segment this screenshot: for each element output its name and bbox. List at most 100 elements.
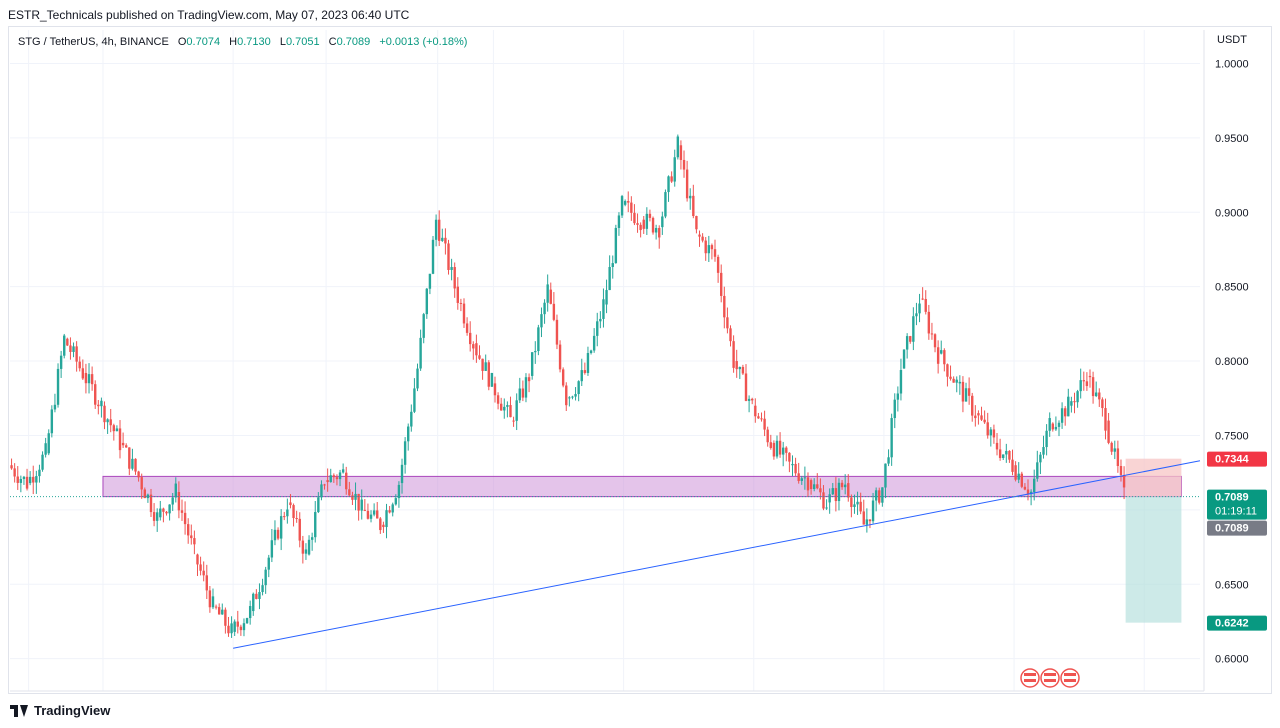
candle-body [171, 497, 174, 505]
candle-body [679, 145, 683, 160]
candle-body [332, 475, 336, 478]
candle-body [729, 328, 732, 342]
candle-body [589, 350, 593, 354]
candle-body [983, 419, 986, 423]
flag-stripe-icon [1024, 679, 1036, 682]
candle-body [682, 159, 686, 170]
candle-body [936, 347, 940, 364]
candle-body [971, 395, 974, 416]
candle-body [1029, 491, 1033, 495]
trendline [233, 460, 1201, 649]
candle-body [289, 502, 292, 506]
us-flag-event-icon [1020, 668, 1040, 688]
candle-body [856, 501, 859, 505]
candle-body [425, 288, 429, 315]
candle-body [627, 201, 630, 203]
candle-body [716, 256, 720, 273]
candle-body [121, 442, 125, 446]
candle-body [394, 498, 398, 505]
candle-body [94, 384, 97, 405]
candle-body [812, 484, 816, 490]
candle-body [438, 219, 441, 241]
candle-body [949, 376, 952, 379]
candle-body [602, 299, 605, 319]
candle-body [766, 429, 769, 443]
candle-body [757, 416, 760, 419]
candle-body [781, 447, 785, 455]
candle-body [902, 349, 906, 369]
candle-body [1033, 478, 1036, 493]
flag-stripe-icon [1024, 673, 1036, 676]
candle-body [577, 381, 580, 395]
take-profit-zone [1125, 496, 1182, 623]
candle-body [1060, 408, 1064, 423]
candle-body [713, 249, 717, 257]
candle-body [710, 245, 714, 250]
candle-body [205, 575, 208, 591]
candle-body [1067, 396, 1070, 417]
candle-body [1005, 450, 1008, 455]
candle-body [376, 510, 379, 519]
brand-footer[interactable]: TradingView [10, 703, 110, 718]
candle-body [1008, 450, 1011, 460]
candle-body [56, 368, 60, 405]
candle-body [190, 535, 193, 539]
candle-body [927, 311, 931, 334]
candle-body [933, 334, 937, 348]
price-label-text: 0.7089 [1215, 492, 1249, 504]
candle-body [214, 606, 218, 608]
candle-body [980, 415, 983, 420]
candle-body [974, 415, 977, 419]
candle-body [524, 377, 528, 398]
symbol-name[interactable]: STG / TetherUS, 4h, BINANCE [18, 36, 169, 48]
candle-body [16, 476, 19, 483]
y-tick-label: 0.6500 [1215, 579, 1249, 591]
candle-body [10, 465, 13, 469]
candle-body [943, 350, 946, 365]
candle-body [416, 368, 419, 389]
candle-body [248, 606, 252, 619]
candle-body [224, 609, 227, 626]
candle-body [1045, 430, 1048, 448]
candle-body [1036, 462, 1039, 479]
candle-body [899, 370, 903, 394]
candle-body [459, 302, 463, 304]
candle-body [152, 512, 156, 521]
candle-body [326, 480, 329, 483]
candle-body [1101, 399, 1104, 409]
chart-frame [8, 26, 1272, 694]
high-value: 0.7130 [237, 36, 271, 48]
candle-body [379, 518, 382, 531]
candle-body [307, 539, 311, 555]
candle-body [574, 394, 577, 397]
candle-body [168, 504, 171, 514]
us-flag-event-icon [1040, 668, 1060, 688]
candle-body [661, 216, 664, 228]
candle-body [255, 593, 258, 599]
candle-body [66, 338, 69, 346]
candle-body [431, 239, 435, 274]
candle-body [961, 381, 965, 402]
candle-body [1023, 486, 1027, 490]
candle-body [1088, 375, 1092, 378]
price-chart[interactable]: USDT 1.0000 0.9500 0.9000 0.8500 0.8000 0.7500… [0, 26, 1280, 694]
candle-body [314, 512, 317, 538]
candle-body [630, 202, 633, 213]
candle-body [221, 609, 224, 615]
candle-body [955, 379, 958, 383]
candle-body [645, 213, 649, 229]
candle-body [878, 490, 881, 503]
candle-body [50, 409, 54, 434]
y-tick-label: 0.6000 [1215, 654, 1249, 666]
candle-body [785, 447, 788, 453]
candle-body [279, 516, 283, 539]
candle-body [363, 509, 367, 511]
candle-body [800, 478, 803, 481]
candle-body [323, 484, 326, 486]
candle-body [1076, 391, 1079, 403]
candle-body [868, 519, 872, 522]
candle-body [283, 516, 286, 518]
candle-body [78, 361, 81, 369]
candle-body [1098, 392, 1101, 400]
candle-body [227, 625, 230, 634]
